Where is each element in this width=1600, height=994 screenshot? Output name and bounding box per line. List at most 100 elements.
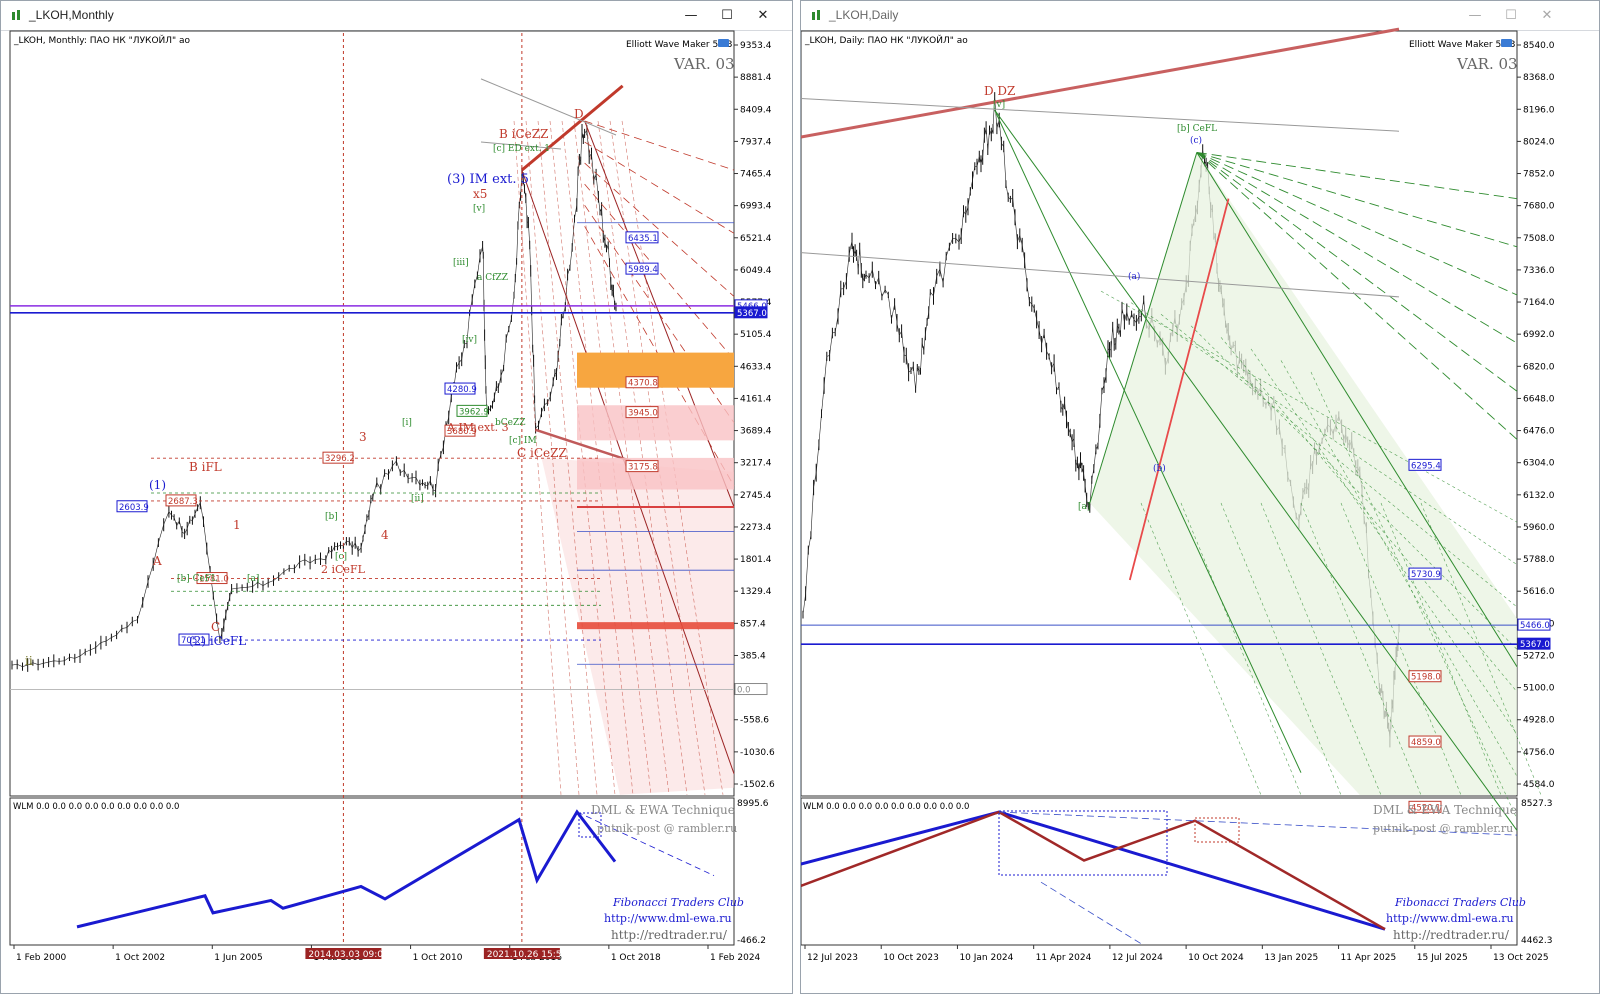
channel-edge — [1196, 152, 1518, 667]
price-marker-box — [625, 406, 659, 419]
price-marker-label: 5367.0 — [737, 309, 767, 319]
green-fan-line — [1196, 151, 1518, 248]
green-grid-line — [1100, 290, 1518, 523]
date-tick-label: 11 Apr 2025 — [1341, 953, 1397, 963]
wlm-zigzag-blue — [801, 810, 1386, 931]
fan-line — [525, 120, 580, 795]
price-marker-box — [1408, 670, 1442, 683]
price-marker-label: 4370.8 — [628, 379, 658, 389]
level-box — [444, 382, 476, 395]
price-tick-label: 5960.0 — [1523, 523, 1555, 533]
date-tick-label: 1 Oct 2002 — [115, 953, 165, 963]
level-box — [116, 500, 148, 513]
price-marker-label: 6295.4 — [1411, 461, 1441, 471]
wave-label: (1) — [149, 478, 166, 492]
price-tick-label: 3217.4 — [740, 459, 772, 469]
wlm-projection — [576, 811, 715, 876]
level-box — [456, 404, 488, 417]
price-tick-label: 3689.4 — [740, 427, 772, 437]
wave-label: (3) IM ext. 5 — [447, 172, 529, 187]
minimize-button[interactable]: — — [1468, 8, 1482, 23]
price-series-line — [11, 129, 617, 667]
price-marker-label: 5198.0 — [1411, 673, 1441, 683]
email-label: putnik-post @ rambler.ru — [1373, 822, 1513, 835]
price-tick-label: 8540.0 — [1523, 41, 1555, 51]
price-tick-label: 6476.0 — [1523, 427, 1555, 437]
maximize-button[interactable]: ☐ — [1505, 8, 1517, 23]
wave-label: 3 — [359, 430, 367, 444]
email-label: putnik-post @ rambler.ru — [597, 822, 737, 835]
green-fan-line — [1196, 152, 1518, 392]
price-tick-label: 8881.4 — [740, 73, 772, 83]
daily-chart[interactable]: _LKOH, Daily: ПАО НК "ЛУКОЙЛ" ао Elliott … — [801, 1, 1599, 994]
price-tick-label: -1030.6 — [740, 748, 775, 758]
highlight-date-label: 2014.03.03 09:00 — [308, 950, 389, 960]
wave-label: [v] — [473, 204, 485, 214]
plugin-name: Elliott Wave Maker 5.63 — [1409, 40, 1515, 50]
price-tick-label: 8368.0 — [1523, 73, 1555, 83]
gray-line — [801, 252, 1400, 298]
price-tick-label: 7937.4 — [740, 137, 772, 147]
title-bar[interactable]: _LKOH,Daily — ☐ ✕ — [801, 1, 1599, 31]
green-grid-line — [1220, 502, 1342, 796]
wave-label: A — [152, 554, 162, 568]
price-tick-label: 5272.0 — [1523, 651, 1555, 661]
price-marker-label: 6435.1 — [628, 234, 658, 244]
wave-label: ii — [25, 654, 33, 668]
red-trend-line — [1128, 198, 1230, 581]
price-marker-box — [1408, 800, 1442, 813]
price-tick-label: 6132.0 — [1523, 491, 1555, 501]
minimize-button[interactable]: — — [684, 8, 698, 23]
price-tick-label: 2745.4 — [740, 491, 772, 501]
level-box-label: 705.1 — [181, 636, 205, 646]
price-marker-label: 5730.9 — [1411, 570, 1441, 580]
indicator-tick-label: 4462.3 — [1521, 936, 1553, 946]
channel-line — [584, 141, 735, 234]
price-tick-label: 8024.0 — [1523, 137, 1555, 147]
wave-label: C — [211, 620, 220, 634]
price-tick-label: 5100.0 — [1523, 684, 1555, 694]
price-marker-label: 0.0 — [737, 686, 751, 696]
wave-label: (2) iCeFL — [189, 634, 246, 648]
monthly-chart[interactable]: _LKOH, Monthly: ПАО НК "ЛУКОЙЛ" ао Elliot… — [1, 1, 794, 994]
price-tick-label: 4161.4 — [740, 394, 772, 404]
wave-label: B iCeZZ — [499, 127, 548, 141]
price-tick-label: 5616.0 — [1523, 587, 1555, 597]
wave-label: (b) — [1153, 463, 1166, 474]
close-button[interactable]: ✕ — [1541, 8, 1553, 23]
wave-label: 1 — [233, 518, 241, 532]
close-button[interactable]: ✕ — [757, 8, 769, 23]
wlm-projection — [998, 811, 1518, 836]
indicator-label: WLM 0.0 0.0 0.0 0.0 0.0 0.0 0.0 0.0 0.0 — [803, 802, 969, 812]
price-marker-box — [1408, 458, 1442, 471]
maximize-button[interactable]: ☐ — [721, 8, 733, 23]
highlight-date-box — [483, 948, 560, 959]
price-marker-label: 3175.8 — [628, 463, 658, 473]
daily-chart-window[interactable]: _LKOH,Daily — ☐ ✕ _LKOH, Daily: ПАО НК "… — [800, 0, 1600, 994]
green-grid-line — [1180, 502, 1302, 796]
gray-line — [480, 141, 562, 150]
date-tick-label: 10 Oct 2023 — [883, 953, 939, 963]
trend-line-top — [801, 27, 1400, 139]
window-title: _LKOH,Daily — [829, 8, 899, 22]
price-tick-label: 4928.0 — [1523, 716, 1555, 726]
price-marker-label: 5367.0 — [1520, 640, 1550, 650]
price-tick-label: 7465.4 — [740, 170, 772, 180]
wave-label: 4 — [381, 528, 389, 542]
plugin-cap-icon — [1501, 39, 1512, 47]
level-box — [322, 451, 354, 464]
price-tick-label: -1502.6 — [740, 780, 775, 790]
price-marker-box — [1408, 567, 1442, 580]
monthly-chart-window[interactable]: _LKOH,Monthly — ☐ ✕ _LKOH, Monthly: ПАО … — [0, 0, 793, 994]
wave-label: a CfZZ — [477, 273, 508, 283]
wave-label: [iv] — [462, 335, 477, 345]
level-box-label: 3296.2 — [325, 454, 355, 464]
price-tick-label: 8196.0 — [1523, 105, 1555, 115]
channel-line — [584, 120, 735, 171]
price-tick-label: 385.4 — [740, 651, 766, 661]
indicator-pane-frame — [801, 797, 1518, 946]
chart-label: _LKOH, Daily: ПАО НК "ЛУКОЙЛ" ао — [804, 34, 968, 46]
green-grid-line — [1250, 348, 1518, 735]
wave-label: bCeZZ — [495, 418, 525, 428]
date-tick-label: 10 Oct 2024 — [1188, 953, 1244, 963]
